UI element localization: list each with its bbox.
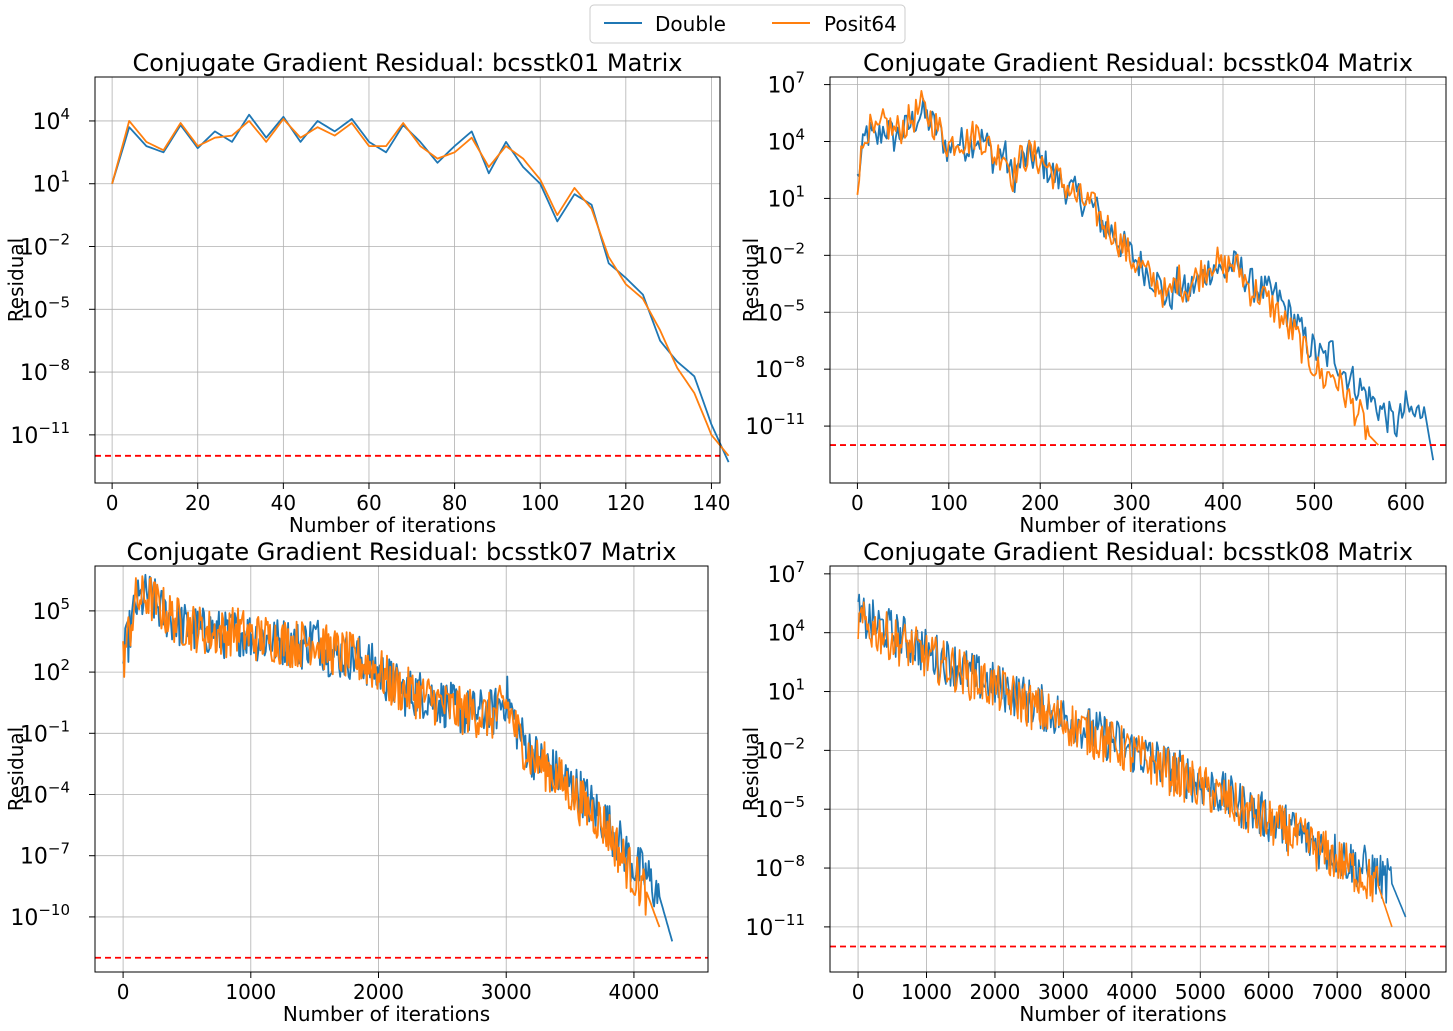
x-tick-label: 600 (1387, 491, 1425, 515)
x-tick-label: 3000 (1038, 980, 1089, 1004)
chart-bcsstk01: 0 20 40 60 80 100 120 140 104 101 10−2 10−5 10−8 10−1… (4, 49, 731, 537)
y-tick-label: 107 (767, 69, 805, 99)
legend-label-posit64: Posit64 (824, 12, 897, 36)
plot-frame (94, 565, 709, 973)
chart-bcsstk07: 0 1000 2000 3000 4000 105 102 10−1 10−4 10−7 10−10… (4, 538, 709, 1026)
grid (95, 77, 720, 483)
chart-title: Conjugate Gradient Residual: bcsstk08 Ma… (863, 538, 1413, 566)
series-line-posit64 (111, 118, 730, 457)
chart-bcsstk08: 0 1000 2000 3000 4000 5000 6000 7000 8000 107 104 1… (739, 538, 1447, 1026)
y-tick-label: 104 (767, 126, 805, 156)
chart-title: Conjugate Gradient Residual: bcsstk04 Ma… (863, 49, 1413, 77)
x-tick-label: 2000 (353, 980, 404, 1004)
x-tick-label: 100 (930, 491, 968, 515)
y-tick-label: 10−5 (20, 293, 70, 323)
x-axis-label: Number of iterations (1019, 513, 1226, 537)
x-tick-label: 300 (1113, 491, 1151, 515)
y-axis-label: Residual (739, 238, 763, 322)
x-tick-label: 200 (1021, 491, 1059, 515)
y-tick-label: 10−1 (20, 717, 70, 747)
x-tick-label: 20 (185, 491, 210, 515)
y-axis-label: Residual (4, 727, 28, 811)
x-tick-label: 500 (1295, 491, 1333, 515)
x-tick-label: 1000 (225, 980, 276, 1004)
chart-bcsstk04: 0 100 200 300 400 500 600 107 104 101 10−2 10−5 10−8… (739, 49, 1447, 537)
y-tick-label: 10−2 (755, 734, 805, 764)
y-tick-label: 101 (767, 182, 805, 212)
x-tick-label: 7000 (1312, 980, 1363, 1004)
x-tick-label: 6000 (1243, 980, 1294, 1004)
x-tick-label: 140 (692, 491, 730, 515)
y-tick-label: 10−10 (10, 901, 70, 931)
y-tick-label: 107 (767, 558, 805, 588)
legend: Double Posit64 (589, 4, 906, 44)
y-tick-label: 10−11 (745, 410, 805, 440)
series-line-posit64 (122, 575, 661, 928)
plot-frame (94, 76, 721, 484)
legend-frame (589, 4, 906, 44)
x-tick-label: 60 (356, 491, 381, 515)
y-tick-label: 104 (32, 105, 70, 135)
chart-title: Conjugate Gradient Residual: bcsstk07 Ma… (127, 538, 677, 566)
chart-title: Conjugate Gradient Residual: bcsstk01 Ma… (133, 49, 683, 77)
y-tick-label: 10−11 (745, 911, 805, 941)
y-tick-label: 10−8 (755, 852, 805, 882)
plot-frame (829, 565, 1447, 973)
x-axis-label: Number of iterations (1019, 1002, 1226, 1026)
x-tick-label: 2000 (969, 980, 1020, 1004)
y-tick-label: 10−8 (20, 356, 70, 386)
y-axis-label: Residual (4, 238, 28, 322)
x-tick-label: 120 (607, 491, 645, 515)
x-tick-label: 4000 (608, 980, 659, 1004)
x-tick-label: 8000 (1380, 980, 1431, 1004)
y-tick-label: 105 (32, 595, 70, 625)
y-tick-label: 104 (767, 617, 805, 647)
x-tick-label: 0 (851, 491, 864, 515)
grid (95, 566, 708, 972)
y-axis-label: Residual (739, 727, 763, 811)
plot-frame (829, 76, 1447, 484)
x-tick-label: 5000 (1175, 980, 1226, 1004)
y-tick-label: 10−5 (755, 793, 805, 823)
x-tick-label: 0 (117, 980, 130, 1004)
y-tick-label: 101 (32, 168, 70, 198)
y-tick-label: 10−11 (10, 419, 70, 449)
series-line-posit64 (857, 601, 1393, 928)
x-tick-label: 3000 (481, 980, 532, 1004)
x-tick-label: 400 (1204, 491, 1242, 515)
y-tick-label: 10−4 (20, 779, 70, 809)
x-axis-label: Number of iterations (283, 1002, 490, 1026)
grid (830, 566, 1446, 972)
x-tick-label: 4000 (1106, 980, 1157, 1004)
x-tick-label: 40 (271, 491, 296, 515)
y-tick-label: 102 (32, 656, 70, 686)
y-tick-label: 10−2 (755, 239, 805, 269)
series-line-posit64 (856, 90, 1380, 446)
y-tick-label: 10−2 (20, 231, 70, 261)
y-tick-label: 10−5 (755, 296, 805, 326)
y-tick-label: 10−8 (755, 353, 805, 383)
y-tick-label: 10−7 (20, 840, 70, 870)
y-tick-label: 101 (767, 676, 805, 706)
x-tick-label: 80 (442, 491, 467, 515)
legend-label-double: Double (655, 12, 726, 36)
x-tick-label: 0 (106, 491, 119, 515)
series-line-double (111, 113, 730, 463)
x-tick-label: 100 (521, 491, 559, 515)
x-axis-label: Number of iterations (289, 513, 496, 537)
x-tick-label: 1000 (901, 980, 952, 1004)
x-tick-label: 0 (852, 980, 865, 1004)
